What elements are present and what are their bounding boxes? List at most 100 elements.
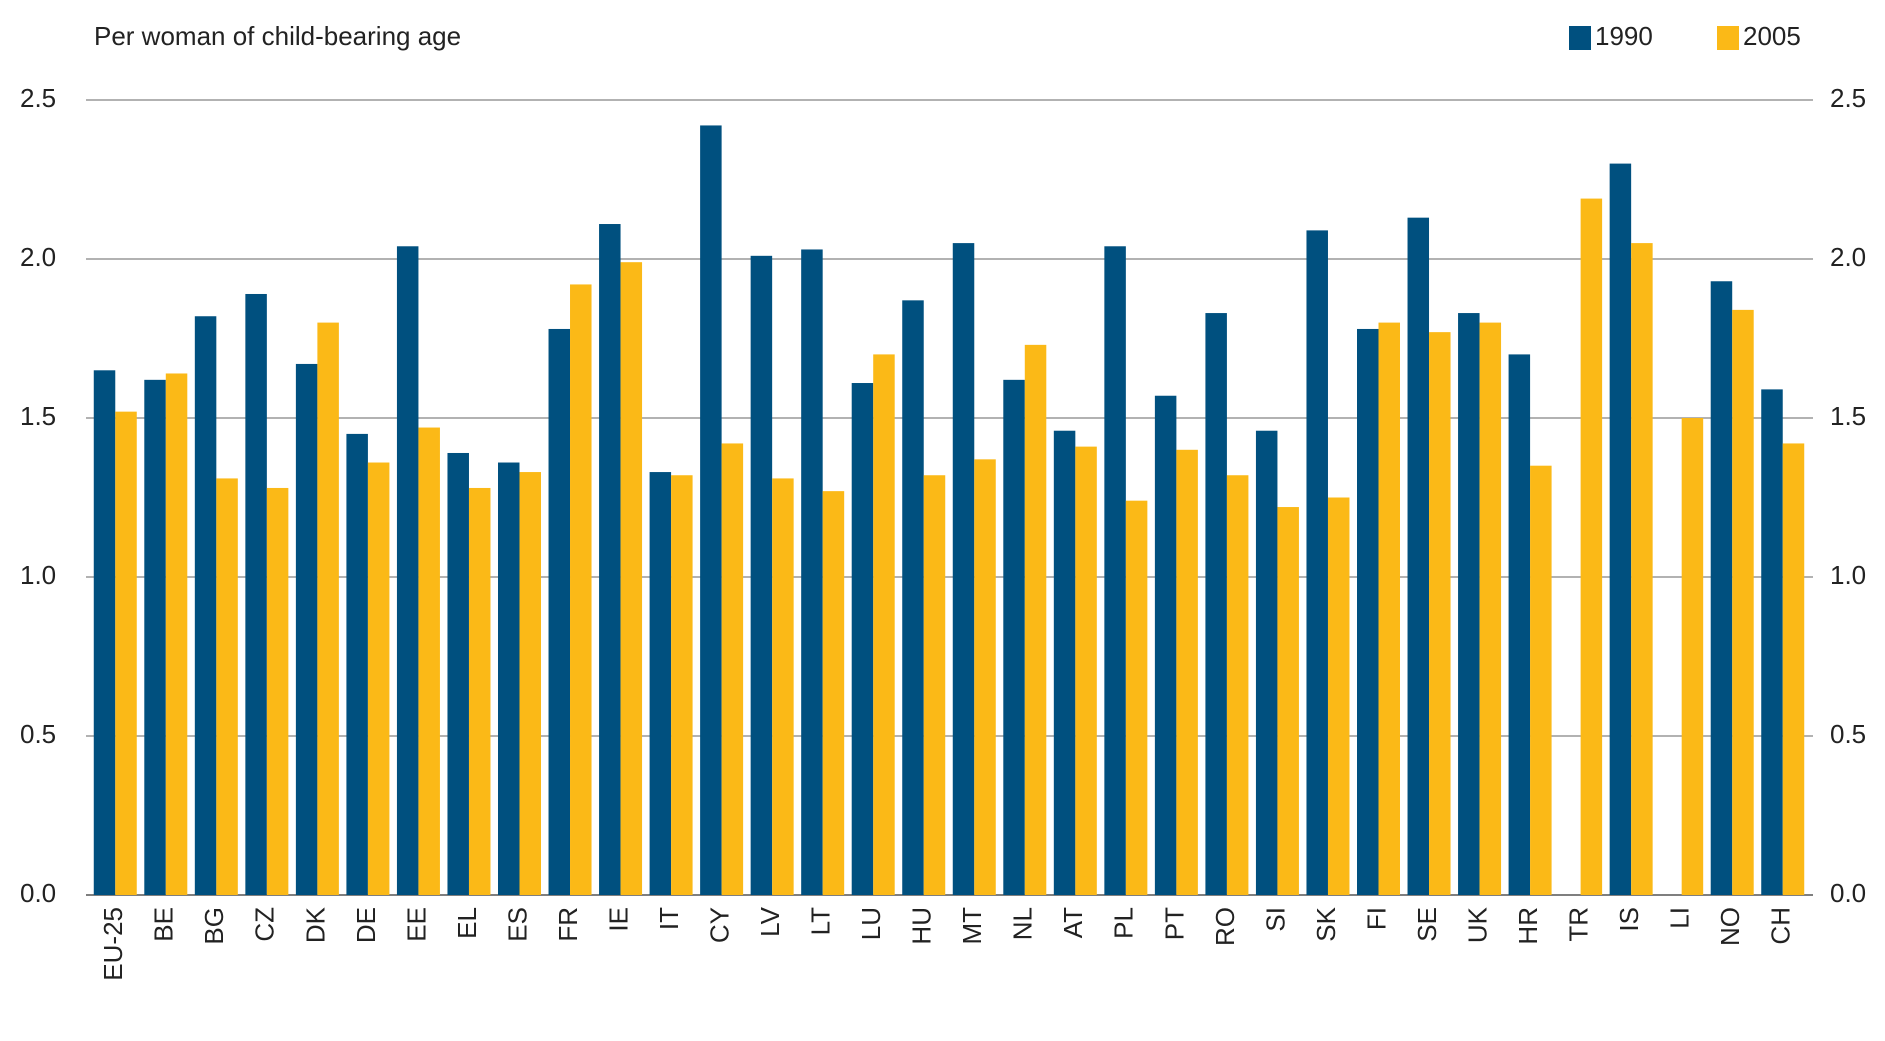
x-tick-label: DE [351,907,381,943]
y2-tick-label: 2.0 [1830,242,1866,272]
bar [1508,354,1531,895]
bar [974,459,996,895]
y2-tick-label: 1.0 [1830,560,1866,590]
bar [1530,465,1552,895]
bar [671,475,693,895]
x-tick-label: IS [1614,907,1644,932]
bar [923,475,946,895]
y-tick-label: 1.5 [20,401,56,431]
bar [1053,430,1076,895]
bar [851,383,874,895]
bar [1205,313,1227,895]
x-tick-label: HR [1513,907,1543,945]
bar [700,125,722,895]
x-tick-label: EE [401,907,431,942]
x-tick-label: NL [1008,907,1038,940]
x-tick-label: CH [1766,907,1796,945]
y2-tick-label: 1.5 [1830,401,1866,431]
bar [1580,198,1603,895]
legend-swatch [1717,26,1739,50]
bar [1782,443,1805,895]
x-tick-label: CZ [250,907,280,942]
x-tick-label: BG [199,907,229,945]
bar [194,316,217,895]
bar [1226,475,1249,895]
legend-label: 2005 [1743,21,1801,51]
bar [902,300,924,896]
x-tick-label: BE [149,907,179,942]
x-tick-label: TR [1563,907,1593,942]
y-tick-label: 2.0 [20,242,56,272]
legend-swatch [1569,26,1591,50]
bar [1104,246,1126,895]
bar [93,370,116,895]
bar [216,478,238,895]
x-tick-label: LI [1665,907,1695,929]
bar [873,354,895,895]
bar [1429,332,1451,895]
bar [548,328,571,896]
bar [468,487,491,895]
bar [952,243,975,896]
bar [447,452,469,895]
bar [519,472,541,895]
y2-tick-label: 0.5 [1830,719,1866,749]
chart-title: Per woman of child-bearing age [94,21,461,51]
x-tick-label: MT [957,907,987,945]
bar [801,249,823,895]
bar [1024,344,1047,895]
y-tick-label: 0.0 [20,878,56,908]
bar [620,262,643,895]
bar [772,478,794,895]
bar [1277,507,1299,895]
bar [1761,389,1783,895]
x-tick-label: IT [654,907,684,930]
bar [1710,281,1733,895]
legend-label: 1990 [1595,21,1653,51]
x-tick-label: LT [806,907,836,936]
bar [1357,328,1379,896]
y2-tick-label: 2.5 [1830,83,1866,113]
bar [599,224,621,895]
bar [1154,395,1177,895]
x-tick-label: SE [1412,907,1442,942]
bar [649,472,672,895]
x-tick-label: CY [704,907,734,943]
x-tick-label: LV [755,906,785,937]
y-tick-label: 0.5 [20,719,56,749]
bar [1003,379,1025,896]
bar [367,462,390,895]
x-tick-label: NO [1715,907,1745,946]
x-tick-label: RO [1210,907,1240,946]
bar [1306,230,1328,895]
bar [317,322,339,896]
y-tick-label: 2.5 [20,83,56,113]
bar [418,427,440,895]
bar [115,411,137,895]
y-tick-label: 1.0 [20,560,56,590]
bar [750,255,773,895]
bar [396,246,419,895]
x-tick-label: EL [452,907,482,939]
bar [1631,243,1653,896]
bar [721,443,744,895]
x-tick-label: PL [1109,907,1139,939]
x-tick-label: ES [502,907,532,942]
bar [570,284,592,895]
bar [1327,497,1350,895]
bar [165,373,188,896]
bar [1458,313,1480,895]
bar [245,293,267,896]
bar [1075,446,1097,895]
bar [266,487,289,895]
y2-tick-label: 0.0 [1830,878,1866,908]
x-tick-label: UK [1462,906,1492,943]
bar [295,363,318,895]
bar [1479,322,1502,896]
x-tick-label: AT [1058,907,1088,938]
bar [1378,322,1400,896]
x-tick-label: SI [1260,907,1290,932]
bar [1255,430,1278,895]
bar [346,433,368,895]
